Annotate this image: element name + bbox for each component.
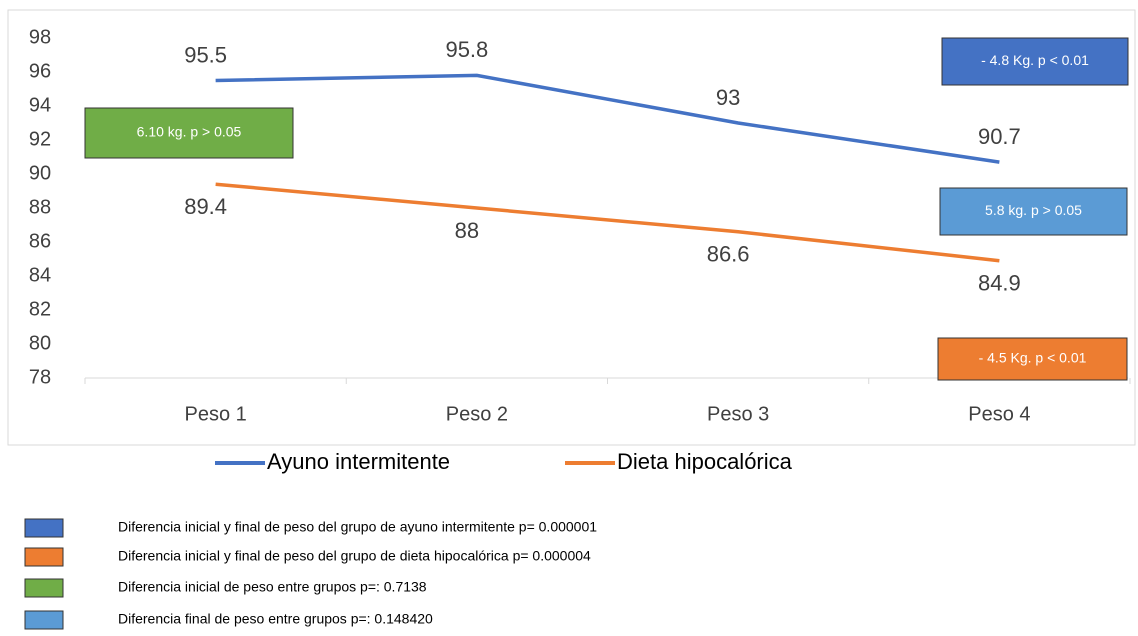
legend-label: Dieta hipocalórica — [617, 449, 793, 474]
x-tick-label: Peso 4 — [968, 403, 1030, 425]
annotation-box — [941, 37, 1129, 86]
note-swatch — [24, 547, 64, 567]
data-label: 90.7 — [978, 124, 1021, 149]
note-text: Diferencia inicial y final de peso del g… — [118, 548, 591, 564]
series-line — [215, 73, 1000, 164]
y-tick-label: 96 — [29, 60, 51, 82]
note-swatch — [24, 610, 64, 630]
note-swatch — [24, 578, 64, 598]
data-label: 88 — [455, 218, 479, 243]
annotation-box — [84, 107, 294, 159]
series-line — [215, 182, 1000, 263]
annotation-text: - 4.8 Kg. p < 0.01 — [981, 52, 1089, 68]
annotation-box — [937, 337, 1128, 381]
annotation-text: - 4.5 Kg. p < 0.01 — [979, 350, 1087, 366]
y-tick-label: 88 — [29, 196, 51, 218]
data-label: 86.6 — [707, 242, 750, 267]
data-label: 84.9 — [978, 271, 1021, 296]
y-tick-label: 86 — [29, 230, 51, 252]
y-tick-label: 84 — [29, 264, 51, 286]
annotation-text: 5.8 kg. p > 0.05 — [985, 202, 1082, 218]
y-tick-label: 92 — [29, 128, 51, 150]
y-tick-label: 90 — [29, 162, 51, 184]
y-tick-label: 78 — [29, 366, 51, 388]
note-text: Diferencia final de peso entre grupos p=… — [118, 611, 433, 627]
annotation-box — [939, 187, 1128, 236]
y-tick-label: 82 — [29, 298, 51, 320]
x-tick-label: Peso 1 — [184, 403, 246, 425]
data-label: 95.5 — [184, 42, 227, 67]
y-tick-label: 94 — [29, 94, 51, 116]
data-label: 93 — [716, 85, 740, 110]
annotation-text: 6.10 kg. p > 0.05 — [137, 124, 242, 140]
data-label: 89.4 — [184, 194, 227, 219]
data-label: 95.8 — [445, 37, 488, 62]
note-text: Diferencia inicial de peso entre grupos … — [118, 579, 427, 595]
x-tick-label: Peso 2 — [446, 403, 508, 425]
y-tick-label: 98 — [29, 26, 51, 48]
x-tick-label: Peso 3 — [707, 403, 769, 425]
note-swatch — [24, 518, 64, 538]
chart-border — [7, 9, 1136, 446]
legend-label: Ayuno intermitente — [267, 449, 450, 474]
y-tick-label: 80 — [29, 332, 51, 354]
note-text: Diferencia inicial y final de peso del g… — [118, 519, 597, 535]
